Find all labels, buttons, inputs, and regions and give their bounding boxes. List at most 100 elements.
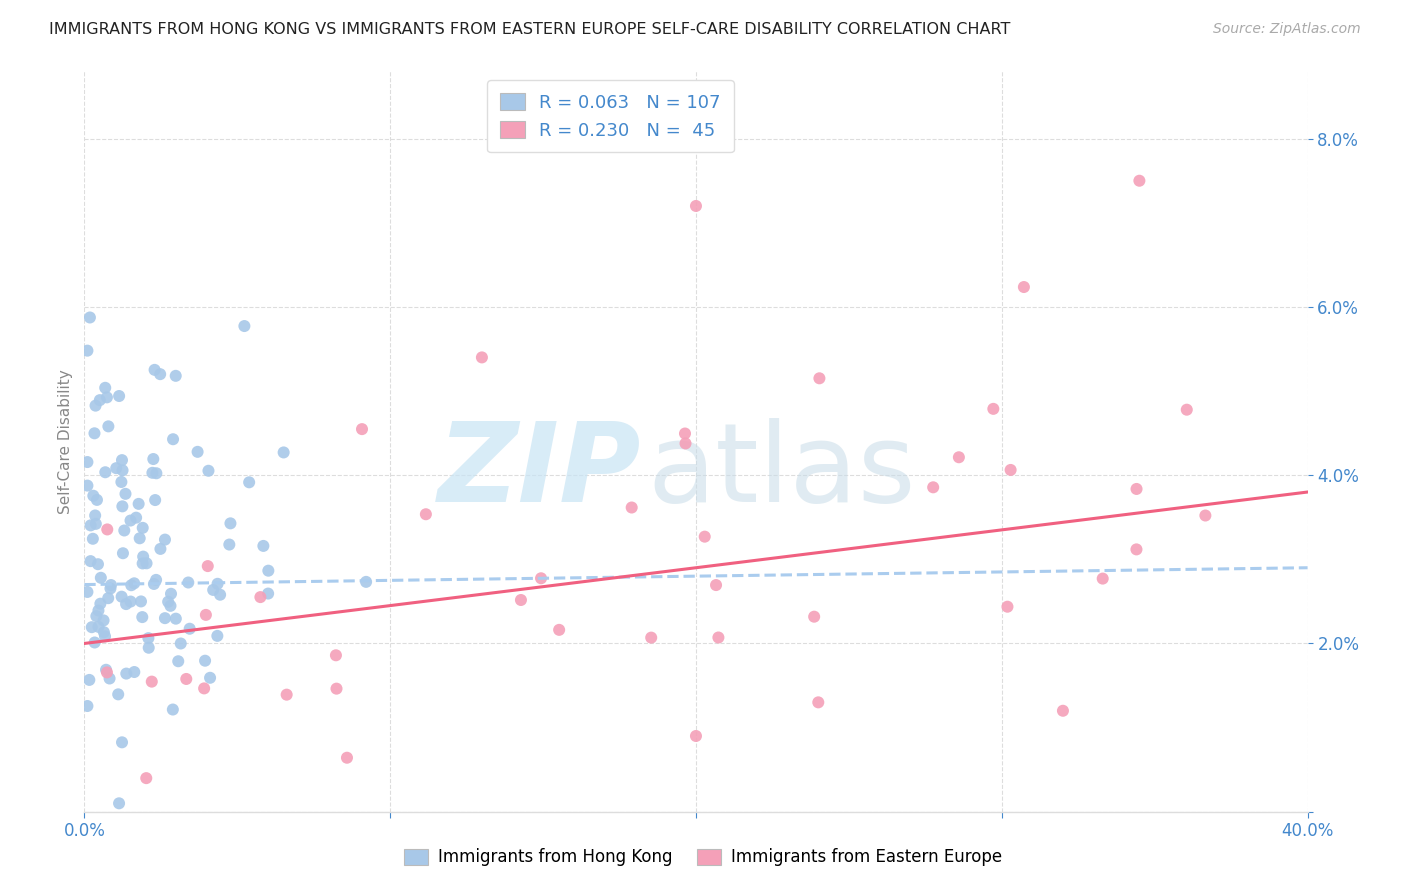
Point [1052, 704, 1074, 718]
Point [110, 475, 132, 489]
Point [120, 594, 142, 608]
Point [922, 480, 945, 494]
Point [97, 419, 120, 434]
Point [122, 576, 145, 591]
Point [111, 500, 134, 514]
Point [157, 595, 180, 609]
Point [83, 426, 105, 441]
Point [111, 546, 134, 560]
Point [87, 603, 110, 617]
Point [194, 654, 217, 668]
Point [131, 610, 153, 624]
Point [145, 467, 167, 481]
Point [1194, 508, 1216, 523]
Point [209, 588, 232, 602]
Legend: R = 0.063   N = 107, R = 0.230   N =  45: R = 0.063 N = 107, R = 0.230 N = 45 [486, 80, 734, 153]
Point [143, 493, 166, 508]
Point [1175, 402, 1198, 417]
Point [1128, 174, 1150, 188]
Point [165, 368, 187, 383]
Point [79, 518, 101, 533]
Point [174, 672, 197, 686]
Point [197, 464, 219, 478]
Point [808, 371, 831, 385]
Point [165, 612, 187, 626]
Point [108, 389, 131, 403]
Point [159, 599, 181, 613]
Point [981, 401, 1004, 416]
Point [1012, 280, 1035, 294]
Point [76, 585, 98, 599]
Point [135, 771, 157, 785]
Point [350, 422, 373, 436]
Point [132, 521, 155, 535]
Point [96, 523, 118, 537]
Point [89, 597, 111, 611]
Point [80, 620, 103, 634]
Point [685, 729, 707, 743]
Point [94, 465, 117, 479]
Point [132, 549, 155, 564]
Point [90, 571, 112, 585]
Point [89, 393, 111, 408]
Point [108, 797, 131, 811]
Point [273, 445, 295, 459]
Point [82, 532, 104, 546]
Point [84, 508, 107, 523]
Point [110, 590, 132, 604]
Point [94, 663, 117, 677]
Point [112, 524, 135, 538]
Point [141, 466, 163, 480]
Point [233, 319, 256, 334]
Point [640, 631, 662, 645]
Point [128, 497, 150, 511]
Point [115, 597, 138, 611]
Point [83, 635, 105, 649]
Point [142, 452, 165, 467]
Point [187, 445, 209, 459]
Legend: Immigrants from Hong Kong, Immigrants from Eastern Europe: Immigrants from Hong Kong, Immigrants fr… [396, 840, 1010, 875]
Point [94, 629, 117, 643]
Point [87, 558, 110, 572]
Point [138, 631, 160, 645]
Point [76, 478, 98, 492]
Point [87, 620, 110, 634]
Point [105, 461, 128, 475]
Point [207, 629, 229, 643]
Point [142, 577, 165, 591]
Point [97, 591, 120, 606]
Point [693, 530, 716, 544]
Point [79, 673, 101, 687]
Point [125, 510, 148, 524]
Point [76, 343, 98, 358]
Point [325, 648, 347, 663]
Point [1125, 542, 1147, 557]
Point [336, 750, 359, 764]
Point [685, 199, 707, 213]
Point [79, 554, 101, 568]
Point [548, 623, 571, 637]
Y-axis label: Self-Care Disability: Self-Care Disability [58, 369, 73, 514]
Point [160, 587, 183, 601]
Point [704, 578, 727, 592]
Point [238, 475, 260, 490]
Point [107, 687, 129, 701]
Point [86, 609, 108, 624]
Point [997, 599, 1019, 614]
Point [153, 611, 176, 625]
Point [471, 351, 494, 365]
Point [807, 695, 830, 709]
Point [129, 594, 152, 608]
Text: IMMIGRANTS FROM HONG KONG VS IMMIGRANTS FROM EASTERN EUROPE SELF-CARE DISABILITY: IMMIGRANTS FROM HONG KONG VS IMMIGRANTS … [49, 22, 1011, 37]
Point [149, 541, 172, 556]
Text: ZIP: ZIP [437, 417, 641, 524]
Point [194, 607, 217, 622]
Point [197, 559, 219, 574]
Point [530, 571, 553, 585]
Point [84, 516, 107, 531]
Point [179, 622, 201, 636]
Point [948, 450, 970, 465]
Point [138, 640, 160, 655]
Point [1125, 482, 1147, 496]
Point [415, 508, 437, 522]
